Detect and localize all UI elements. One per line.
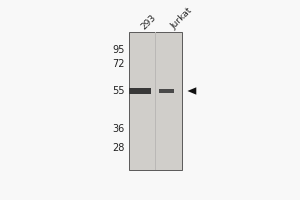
Bar: [129, 89, 151, 93]
Bar: [129, 88, 151, 94]
Bar: [129, 89, 151, 93]
Bar: [129, 32, 182, 170]
Bar: [159, 89, 174, 93]
Bar: [159, 89, 174, 93]
Text: 72: 72: [112, 59, 125, 69]
Bar: [159, 89, 174, 93]
Bar: [159, 89, 174, 93]
Bar: [159, 89, 174, 93]
Bar: [159, 89, 174, 93]
Text: 293: 293: [140, 12, 158, 31]
Text: Jurkat: Jurkat: [169, 6, 194, 31]
Polygon shape: [188, 87, 196, 95]
Bar: [129, 89, 151, 93]
Bar: [155, 32, 156, 170]
Bar: [129, 88, 151, 94]
Text: 55: 55: [112, 86, 125, 96]
Bar: [129, 88, 151, 94]
Text: 28: 28: [112, 143, 125, 153]
Text: 36: 36: [112, 124, 125, 134]
Bar: [129, 88, 151, 94]
Bar: [159, 89, 174, 93]
Bar: [129, 88, 151, 94]
Text: 95: 95: [112, 45, 125, 55]
Bar: [159, 89, 174, 93]
